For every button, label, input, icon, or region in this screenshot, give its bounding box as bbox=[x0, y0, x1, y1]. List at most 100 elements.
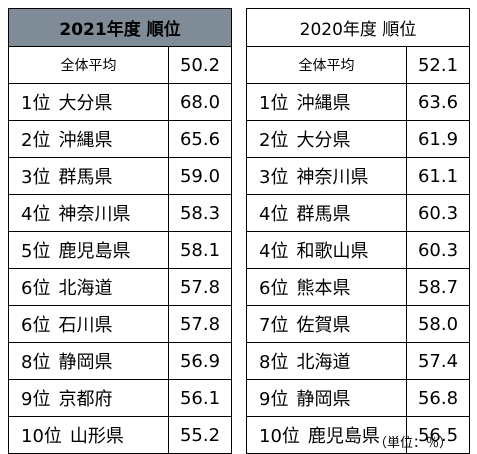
rank-label: 4位 bbox=[259, 204, 289, 225]
table-row: 6位 北海道 57.8 bbox=[8, 268, 232, 306]
table-row: 9位 京都府 56.1 bbox=[8, 379, 232, 417]
prefecture-name: 静岡県 bbox=[58, 352, 113, 373]
rank-label: 4位 bbox=[21, 204, 51, 225]
score-value: 61.1 bbox=[406, 157, 470, 195]
score-value: 58.1 bbox=[168, 231, 232, 269]
rank-prefecture-cell: 8位 静岡県 bbox=[8, 342, 169, 380]
table-row: 5位 鹿児島県 58.1 bbox=[8, 231, 232, 269]
table-body-2020: 全体平均 52.1 1位 沖縄県 63.6 2位 大分県 61.9 3位 神奈川県 61.1 4位 群馬… bbox=[246, 46, 470, 454]
rank-label: 5位 bbox=[21, 241, 51, 262]
score-value: 56.1 bbox=[168, 379, 232, 417]
rank-label: 8位 bbox=[21, 352, 51, 373]
rank-prefecture-cell: 2位 沖縄県 bbox=[8, 120, 169, 158]
rank-prefecture-cell: 6位 北海道 bbox=[8, 268, 169, 306]
rank-label: 6位 bbox=[21, 315, 51, 336]
rank-prefecture-cell: 4位 和歌山県 bbox=[246, 231, 407, 269]
score-value: 56.8 bbox=[406, 379, 470, 417]
ranking-table-2020: 2020年度 順位 全体平均 52.1 1位 沖縄県 63.6 2位 大分県 61.9 3位 神奈… bbox=[246, 8, 470, 454]
prefecture-name: 熊本県 bbox=[296, 278, 351, 299]
rank-label: 9位 bbox=[259, 389, 289, 410]
rank-label: 6位 bbox=[21, 278, 51, 299]
table-header-row: 2020年度 順位 bbox=[246, 8, 470, 47]
rank-prefecture-cell: 3位 神奈川県 bbox=[246, 157, 407, 195]
rank-prefecture-cell: 4位 群馬県 bbox=[246, 194, 407, 232]
table-row: 10位 山形県 55.2 bbox=[8, 416, 232, 454]
table-row: 8位 北海道 57.4 bbox=[246, 342, 470, 380]
prefecture-name: 大分県 bbox=[296, 130, 351, 151]
table-row: 2位 沖縄県 65.6 bbox=[8, 120, 232, 158]
table-row: 7位 佐賀県 58.0 bbox=[246, 305, 470, 343]
score-value: 65.6 bbox=[168, 120, 232, 158]
score-value: 57.8 bbox=[168, 268, 232, 306]
table-title-2020: 2020年度 順位 bbox=[246, 8, 470, 47]
rank-prefecture-cell: 5位 鹿児島県 bbox=[8, 231, 169, 269]
table-row: 10位 鹿児島県 56.5 bbox=[246, 416, 470, 454]
score-value: 56.5 bbox=[406, 416, 470, 454]
prefecture-name: 神奈川県 bbox=[58, 204, 131, 225]
rank-prefecture-cell: 8位 北海道 bbox=[246, 342, 407, 380]
average-row: 全体平均 52.1 bbox=[246, 46, 470, 84]
table-row: 8位 静岡県 56.9 bbox=[8, 342, 232, 380]
average-label: 全体平均 bbox=[246, 46, 407, 84]
prefecture-name: 鹿児島県 bbox=[307, 426, 380, 447]
rank-label: 2位 bbox=[259, 130, 289, 151]
rank-prefecture-cell: 6位 熊本県 bbox=[246, 268, 407, 306]
score-value: 68.0 bbox=[168, 83, 232, 121]
table-row: 4位 和歌山県 60.3 bbox=[246, 231, 470, 269]
rank-prefecture-cell: 1位 大分県 bbox=[8, 83, 169, 121]
score-value: 57.4 bbox=[406, 342, 470, 380]
rank-prefecture-cell: 6位 石川県 bbox=[8, 305, 169, 343]
rank-label: 8位 bbox=[259, 352, 289, 373]
rank-label: 7位 bbox=[259, 315, 289, 336]
prefecture-name: 静岡県 bbox=[296, 389, 351, 410]
prefecture-name: 神奈川県 bbox=[296, 167, 369, 188]
prefecture-name: 石川県 bbox=[58, 315, 113, 336]
table-row: 6位 石川県 57.8 bbox=[8, 305, 232, 343]
prefecture-name: 北海道 bbox=[296, 352, 351, 373]
table-title-2021: 2021年度 順位 bbox=[8, 8, 232, 47]
rank-label: 3位 bbox=[259, 167, 289, 188]
rank-label: 3位 bbox=[21, 167, 51, 188]
rank-prefecture-cell: 3位 群馬県 bbox=[8, 157, 169, 195]
rank-label: 1位 bbox=[259, 93, 289, 114]
table-row: 6位 熊本県 58.7 bbox=[246, 268, 470, 306]
rank-prefecture-cell: 9位 京都府 bbox=[8, 379, 169, 417]
rank-label: 6位 bbox=[259, 278, 289, 299]
average-value: 50.2 bbox=[168, 46, 232, 84]
rank-label: 2位 bbox=[21, 130, 51, 151]
score-value: 56.9 bbox=[168, 342, 232, 380]
prefecture-name: 沖縄県 bbox=[58, 130, 113, 151]
average-value: 52.1 bbox=[406, 46, 470, 84]
table-row: 3位 神奈川県 61.1 bbox=[246, 157, 470, 195]
prefecture-name: 山形県 bbox=[69, 426, 124, 447]
table-row: 4位 神奈川県 58.3 bbox=[8, 194, 232, 232]
table-row: 2位 大分県 61.9 bbox=[246, 120, 470, 158]
prefecture-name: 和歌山県 bbox=[296, 241, 369, 262]
prefecture-name: 鹿児島県 bbox=[58, 241, 131, 262]
prefecture-name: 群馬県 bbox=[296, 204, 351, 225]
rank-label: 10位 bbox=[21, 426, 62, 447]
rank-prefecture-cell: 4位 神奈川県 bbox=[8, 194, 169, 232]
score-value: 59.0 bbox=[168, 157, 232, 195]
ranking-table-2021: 2021年度 順位 全体平均 50.2 1位 大分県 68.0 2位 沖縄県 65.6 3位 群馬… bbox=[8, 8, 232, 454]
prefecture-name: 沖縄県 bbox=[296, 93, 351, 114]
score-value: 58.0 bbox=[406, 305, 470, 343]
rank-prefecture-cell: 9位 静岡県 bbox=[246, 379, 407, 417]
score-value: 61.9 bbox=[406, 120, 470, 158]
table-row: 1位 沖縄県 63.6 bbox=[246, 83, 470, 121]
score-value: 60.3 bbox=[406, 231, 470, 269]
table-row: 4位 群馬県 60.3 bbox=[246, 194, 470, 232]
table-body-2021: 全体平均 50.2 1位 大分県 68.0 2位 沖縄県 65.6 3位 群馬県 59.0 4位 神奈川… bbox=[8, 46, 232, 454]
rank-prefecture-cell: 7位 佐賀県 bbox=[246, 305, 407, 343]
score-value: 58.7 bbox=[406, 268, 470, 306]
average-label: 全体平均 bbox=[8, 46, 169, 84]
prefecture-name: 北海道 bbox=[58, 278, 113, 299]
prefecture-name: 群馬県 bbox=[58, 167, 113, 188]
rank-prefecture-cell: 10位 山形県 bbox=[8, 416, 169, 454]
score-value: 57.8 bbox=[168, 305, 232, 343]
table-row: 1位 大分県 68.0 bbox=[8, 83, 232, 121]
rank-prefecture-cell: 10位 鹿児島県 bbox=[246, 416, 407, 454]
rank-label: 4位 bbox=[259, 241, 289, 262]
rank-label: 9位 bbox=[21, 389, 51, 410]
table-row: 3位 群馬県 59.0 bbox=[8, 157, 232, 195]
